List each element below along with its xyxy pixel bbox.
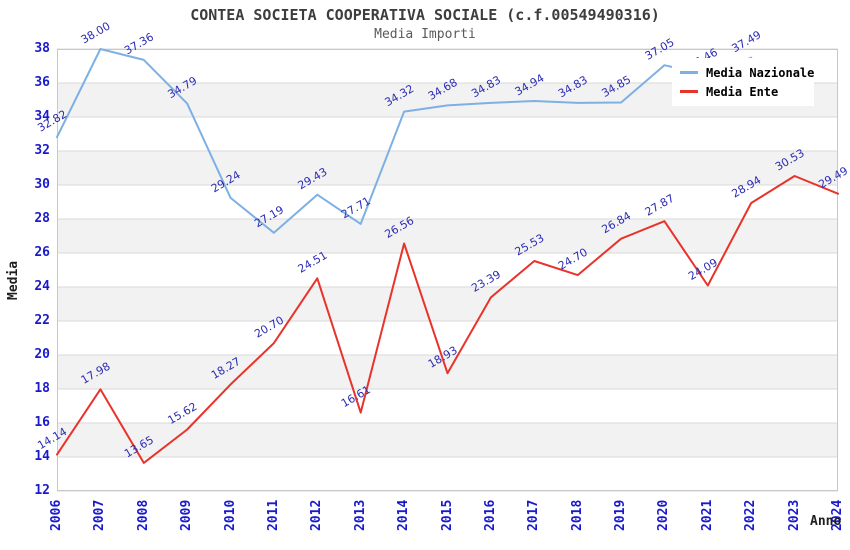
y-tick-label: 28 bbox=[34, 211, 50, 226]
x-tick-label: 2012 bbox=[309, 499, 325, 531]
x-tick-label: 2020 bbox=[656, 499, 672, 531]
x-tick-label: 2006 bbox=[49, 499, 64, 531]
y-tick-label: 34 bbox=[34, 109, 50, 124]
x-tick-label: 2009 bbox=[179, 499, 195, 531]
y-tick-label: 14 bbox=[34, 449, 50, 464]
x-tick-label: 2019 bbox=[613, 499, 629, 531]
y-tick-label: 30 bbox=[34, 177, 50, 192]
legend-item-media-ente: Media Ente bbox=[680, 82, 814, 101]
svg-text:27.71: 27.71 bbox=[339, 194, 373, 221]
legend-label-media-nazionale: Media Nazionale bbox=[706, 65, 815, 80]
x-tick-label: 2011 bbox=[265, 499, 281, 531]
y-tick-label: 26 bbox=[34, 245, 50, 260]
legend-line-swatch-nazionale-icon bbox=[680, 71, 698, 74]
x-tick-label: 2015 bbox=[439, 499, 455, 531]
y-tick-label: 32 bbox=[34, 143, 50, 158]
legend-line-swatch-ente-icon bbox=[680, 90, 698, 93]
x-tick-label: 2017 bbox=[526, 499, 542, 531]
x-tick-label: 2010 bbox=[222, 499, 238, 531]
x-tick-label: 2022 bbox=[743, 499, 759, 531]
x-tick-label: 2013 bbox=[352, 499, 368, 531]
y-tick-label: 20 bbox=[34, 347, 50, 362]
chart-title: CONTEA SOCIETA COOPERATIVA SOCIALE (c.f.… bbox=[190, 6, 660, 24]
svg-text:27.87: 27.87 bbox=[643, 192, 677, 219]
y-tick-label: 24 bbox=[34, 279, 50, 294]
y-tick-label: 18 bbox=[34, 381, 50, 396]
legend: Media Nazionale Media Ente bbox=[672, 58, 814, 106]
y-tick-label: 22 bbox=[34, 313, 50, 328]
chart-subtitle: Media Importi bbox=[374, 27, 476, 42]
legend-label-media-ente: Media Ente bbox=[706, 84, 779, 99]
x-tick-label: 2007 bbox=[92, 499, 108, 531]
y-tick-label: 16 bbox=[34, 415, 50, 430]
legend-item-media-nazionale: Media Nazionale bbox=[680, 63, 814, 82]
x-tick-label: 2008 bbox=[135, 499, 151, 531]
x-tick-label: 2014 bbox=[396, 499, 412, 531]
x-tick-label: 2023 bbox=[786, 499, 802, 531]
x-axis-title: Anno bbox=[810, 514, 842, 529]
y-tick-label: 38 bbox=[34, 41, 50, 56]
y-tick-label: 12 bbox=[34, 483, 50, 498]
x-tick-label: 2021 bbox=[699, 499, 715, 531]
x-tick-label: 2018 bbox=[569, 499, 585, 531]
plot-area: 32.82 38.00 37.36 34.79 29.24 27.19 29.43 27.71… bbox=[35, 19, 850, 492]
y-tick-label: 36 bbox=[34, 75, 50, 90]
x-tick-label: 2016 bbox=[482, 499, 498, 531]
